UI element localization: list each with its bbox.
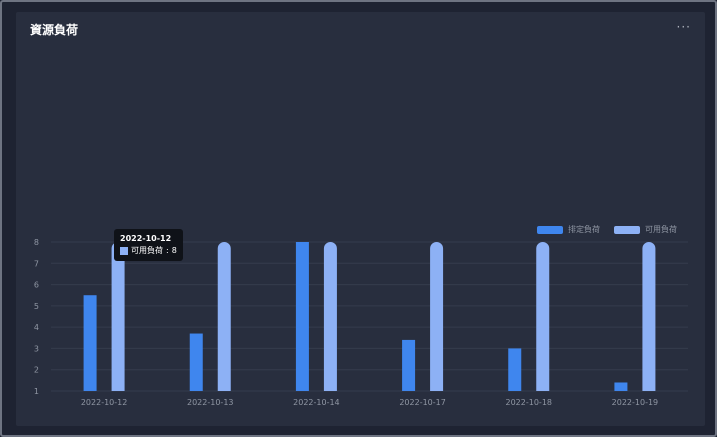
bar-chart: 1 2 3 4 5 6 7 8 2022-10-12 2022-10-13 2022-10-14 20… bbox=[34, 238, 688, 407]
y-tick-label: 6 bbox=[34, 281, 39, 290]
tooltip-colon: : bbox=[166, 246, 169, 255]
bar-scheduled bbox=[83, 295, 97, 391]
tooltip-title: 2022-10-12 bbox=[120, 234, 172, 243]
x-tick-label: 2022-10-12 bbox=[81, 398, 128, 407]
legend-label-available: 可用負荷 bbox=[645, 225, 677, 234]
bar-available bbox=[642, 242, 656, 391]
y-tick-label: 7 bbox=[34, 259, 39, 268]
tooltip-value: 8 bbox=[171, 246, 177, 255]
more-options-icon[interactable]: ··· bbox=[676, 20, 691, 34]
tooltip-row: 可用負荷: 8 bbox=[120, 245, 177, 257]
legend-swatch-available bbox=[614, 225, 640, 234]
y-tick-label: 3 bbox=[34, 344, 39, 353]
y-tick-label: 8 bbox=[34, 238, 39, 247]
bar-scheduled bbox=[614, 382, 628, 391]
x-tick-label: 2022-10-13 bbox=[187, 398, 234, 407]
x-tick-label: 2022-10-14 bbox=[293, 398, 340, 407]
bar-available bbox=[217, 242, 231, 391]
x-tick-label: 2022-10-19 bbox=[612, 398, 659, 407]
chart-tooltip: 2022-10-12 可用負荷: 8 bbox=[114, 229, 183, 261]
y-tick-label: 1 bbox=[34, 387, 39, 396]
legend-item-available[interactable]: 可用負荷 bbox=[614, 224, 677, 235]
bar-available bbox=[536, 242, 550, 391]
x-tick-label: 2022-10-18 bbox=[506, 398, 553, 407]
bar-available bbox=[323, 242, 337, 391]
y-tick-label: 2 bbox=[34, 366, 39, 375]
bar-scheduled bbox=[402, 339, 416, 391]
chart-legend: 排定負荷 可用負荷 bbox=[537, 224, 677, 235]
resource-load-panel: 資源負荷 ··· 1 2 3 4 5 6 7 8 2022-10-12 2022-10-13 202… bbox=[16, 12, 705, 426]
y-tick-label: 5 bbox=[34, 302, 39, 311]
legend-item-scheduled[interactable]: 排定負荷 bbox=[537, 224, 600, 235]
legend-label-scheduled: 排定負荷 bbox=[568, 225, 600, 234]
bar-scheduled bbox=[295, 242, 309, 391]
bar-available bbox=[111, 242, 125, 391]
bar-scheduled bbox=[508, 348, 522, 391]
y-tick-label: 4 bbox=[34, 323, 39, 332]
tooltip-swatch bbox=[120, 247, 128, 255]
panel-title: 資源負荷 bbox=[30, 23, 79, 37]
bar-scheduled bbox=[189, 333, 203, 391]
bar-available bbox=[430, 242, 444, 391]
legend-swatch-scheduled bbox=[537, 225, 563, 234]
x-tick-label: 2022-10-17 bbox=[399, 398, 446, 407]
tooltip-series: 可用負荷 bbox=[131, 246, 163, 255]
